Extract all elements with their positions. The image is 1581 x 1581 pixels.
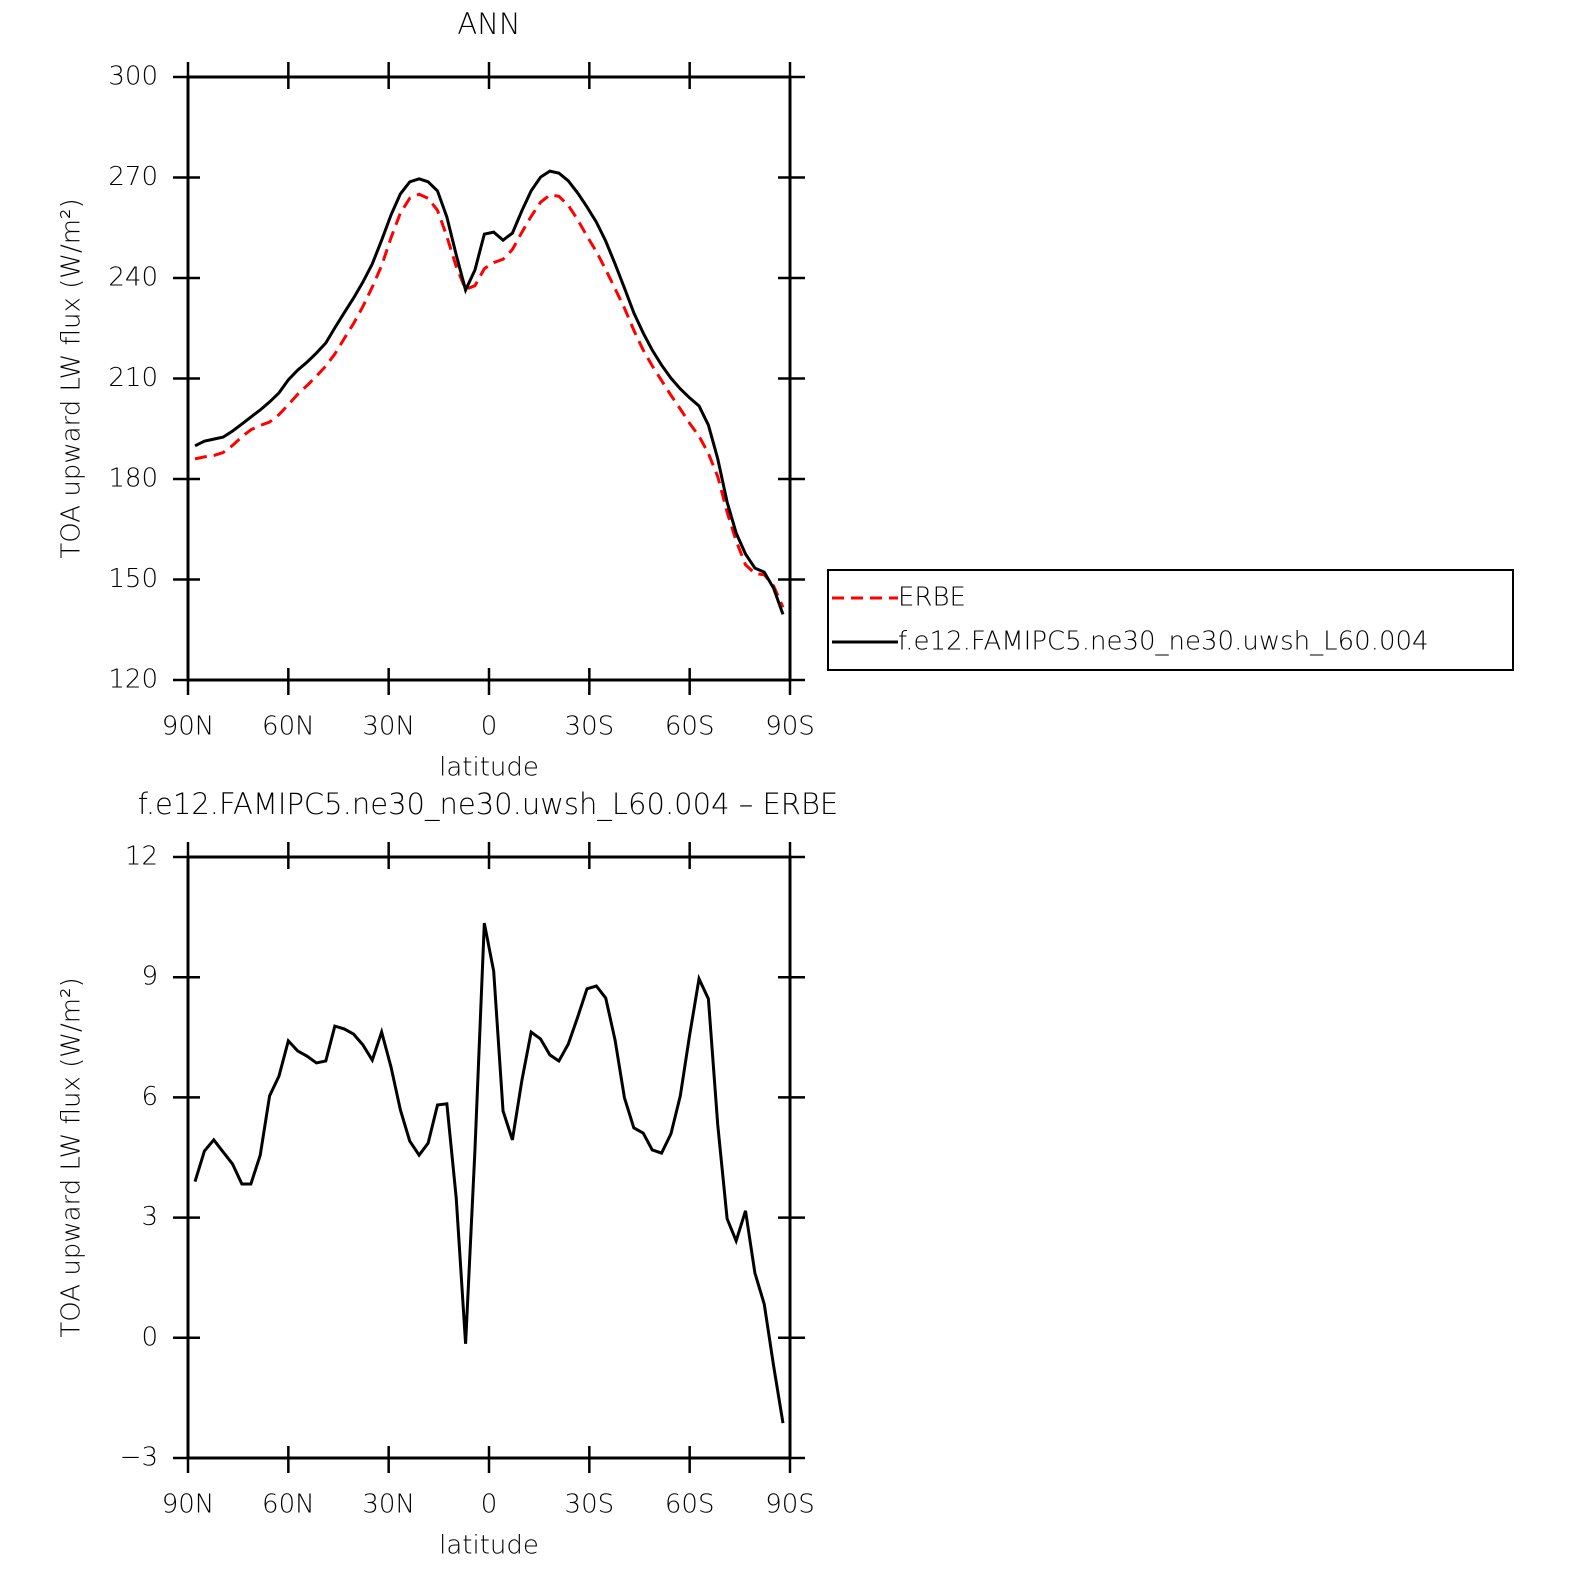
x-tick-label: 90N <box>162 1490 215 1520</box>
legend-label: f.e12.FAMIPC5.ne30_ne30.uwsh_L60.004 <box>898 627 1429 657</box>
y-tick-label: 240 <box>108 263 158 293</box>
x-tick-label: 60S <box>665 712 715 742</box>
y-tick-label: −3 <box>120 1443 158 1473</box>
legend-label: ERBE <box>898 583 966 613</box>
y-tick-label: 9 <box>141 962 158 992</box>
x-tick-label: 90N <box>162 712 215 742</box>
x-axis-label: latitude <box>439 1531 539 1561</box>
y-tick-label: 180 <box>108 464 158 494</box>
y-axis-label: TOA upward LW flux (W/m²) <box>57 977 87 1337</box>
x-tick-label: 0 <box>481 712 498 742</box>
y-tick-label: 300 <box>108 62 158 92</box>
x-tick-label: 0 <box>481 1490 498 1520</box>
x-tick-label: 60S <box>665 1490 715 1520</box>
x-axis-label: latitude <box>439 753 539 783</box>
y-tick-label: 270 <box>108 162 158 192</box>
data-line <box>193 922 785 1424</box>
data-line <box>194 169 785 615</box>
x-tick-label: 30S <box>565 712 615 742</box>
y-tick-label: 0 <box>141 1322 158 1352</box>
x-tick-label: 90S <box>765 1490 815 1520</box>
y-tick-label: 120 <box>108 665 158 695</box>
y-tick-label: 6 <box>141 1082 158 1112</box>
chart-title: f.e12.FAMIPC5.ne30_ne30.uwsh_L60.004 – E… <box>138 787 839 822</box>
plot-frame <box>186 855 792 1460</box>
plot-frame <box>186 75 792 682</box>
y-axis-label: TOA upward LW flux (W/m²) <box>57 198 87 558</box>
y-tick-label: 12 <box>125 842 158 872</box>
y-tick-label: 150 <box>108 564 158 594</box>
x-tick-label: 30N <box>362 712 415 742</box>
chart-title: ANN <box>457 7 520 41</box>
x-tick-label: 90S <box>765 712 815 742</box>
x-tick-label: 60N <box>262 712 315 742</box>
x-tick-label: 60N <box>262 1490 315 1520</box>
x-tick-label: 30S <box>565 1490 615 1520</box>
legend-box <box>827 569 1514 671</box>
y-tick-label: 3 <box>141 1202 158 1232</box>
y-tick-label: 210 <box>108 363 158 393</box>
x-tick-label: 30N <box>362 1490 415 1520</box>
data-line <box>194 192 785 608</box>
